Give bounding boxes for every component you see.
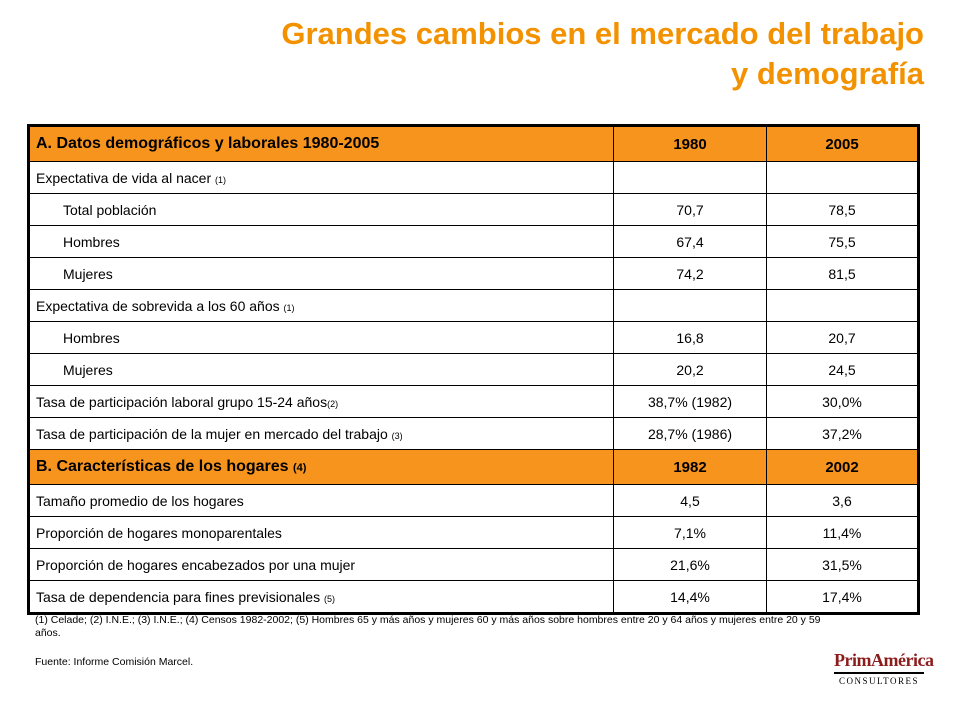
table-row: Tamaño promedio de los hogares 4,5 3,6 [28, 484, 919, 517]
row-value-2: 11,4% [766, 516, 919, 549]
row-value-2: 24,5 [766, 353, 919, 386]
row-label: Tasa de participación de la mujer en mer… [36, 425, 392, 442]
logo-subtitle: CONSULTORES [838, 676, 920, 686]
row-value-1: 67,4 [613, 225, 767, 258]
row-value-1: 74,2 [613, 257, 767, 290]
section-b-note: (4) [293, 462, 307, 474]
row-value-1: 28,7% (1986) [613, 417, 767, 450]
row-value-1: 16,8 [613, 321, 767, 354]
table-row: Tasa de participación laboral grupo 15-2… [28, 385, 919, 418]
section-a-col1: 1980 [613, 125, 767, 162]
row-value-2: 75,5 [766, 225, 919, 258]
row-value-2: 37,2% [766, 417, 919, 450]
row-value-2 [766, 161, 919, 194]
row-value-2: 17,4% [766, 580, 919, 614]
logo-brand: PrimAmérica [834, 650, 934, 670]
table-row: Expectativa de vida al nacer (1) [28, 161, 919, 194]
row-label: Proporción de hogares encabezados por un… [36, 556, 356, 573]
row-label: Expectativa de sobrevida a los 60 años [36, 297, 284, 314]
table-row: Mujeres 74,2 81,5 [28, 257, 919, 290]
row-value-1 [613, 289, 767, 322]
row-note: (3) [391, 430, 403, 441]
row-label: Hombres [63, 233, 120, 250]
table-row: Tasa de participación de la mujer en mer… [28, 417, 919, 450]
row-label: Hombres [63, 329, 120, 346]
row-label: Mujeres [63, 265, 113, 282]
row-note: (1) [215, 174, 226, 185]
row-value-1: 70,7 [613, 193, 767, 226]
section-b-col1: 1982 [613, 449, 767, 485]
row-value-1: 4,5 [613, 484, 767, 517]
section-b-header: B. Características de los hogares (4) 19… [28, 449, 919, 485]
row-value-1: 38,7% (1982) [613, 385, 767, 418]
footnotes: (1) Celade; (2) I.N.E.; (3) I.N.E.; (4) … [35, 614, 821, 639]
data-table: A. Datos demográficos y laborales 1980-2… [27, 124, 920, 615]
table-row: Tasa de dependencia para fines prevision… [28, 580, 919, 614]
section-a-col2: 2005 [766, 125, 919, 162]
row-value-2 [766, 289, 919, 322]
row-note: (1) [283, 302, 295, 313]
primamerica-logo: PrimAmérica CONSULTORES [834, 650, 934, 686]
row-value-1 [613, 161, 767, 194]
table-row: Hombres 67,4 75,5 [28, 225, 919, 258]
row-value-1: 7,1% [613, 516, 767, 549]
page-title: Grandes cambios en el mercado del trabaj… [44, 14, 924, 94]
section-a-header: A. Datos demográficos y laborales 1980-2… [28, 125, 919, 162]
section-b-col2: 2002 [766, 449, 919, 485]
table-row: Total población 70,7 78,5 [28, 193, 919, 226]
row-label: Proporción de hogares monoparentales [36, 524, 282, 541]
row-value-2: 20,7 [766, 321, 919, 354]
title-line-2: y demografía [731, 56, 924, 91]
row-value-2: 78,5 [766, 193, 919, 226]
row-note: (2) [327, 398, 339, 409]
row-value-2: 3,6 [766, 484, 919, 517]
table-row: Proporción de hogares encabezados por un… [28, 548, 919, 581]
section-b-label: B. Características de los hogares [36, 458, 293, 475]
row-label: Expectativa de vida al nacer [36, 169, 215, 186]
row-value-2: 30,0% [766, 385, 919, 418]
row-value-1: 20,2 [613, 353, 767, 386]
data-table-container: A. Datos demográficos y laborales 1980-2… [27, 124, 920, 615]
row-value-2: 81,5 [766, 257, 919, 290]
row-label: Tasa de dependencia para fines prevision… [36, 588, 324, 605]
table-row: Expectativa de sobrevida a los 60 años (… [28, 289, 919, 322]
row-label: Tamaño promedio de los hogares [36, 492, 244, 509]
row-value-2: 31,5% [766, 548, 919, 581]
row-value-1: 21,6% [613, 548, 767, 581]
logo-divider [834, 672, 924, 674]
source-note: Fuente: Informe Comisión Marcel. [35, 656, 194, 668]
row-label: Tasa de participación laboral grupo 15-2… [36, 393, 328, 410]
row-label: Total población [63, 201, 157, 218]
table-row: Hombres 16,8 20,7 [28, 321, 919, 354]
section-a-label: A. Datos demográficos y laborales 1980-2… [28, 125, 614, 162]
row-label: Mujeres [63, 361, 113, 378]
row-value-1: 14,4% [613, 580, 767, 614]
table-row: Proporción de hogares monoparentales 7,1… [28, 516, 919, 549]
title-line-1: Grandes cambios en el mercado del trabaj… [281, 16, 924, 51]
table-row: Mujeres 20,2 24,5 [28, 353, 919, 386]
row-note: (5) [323, 593, 335, 604]
